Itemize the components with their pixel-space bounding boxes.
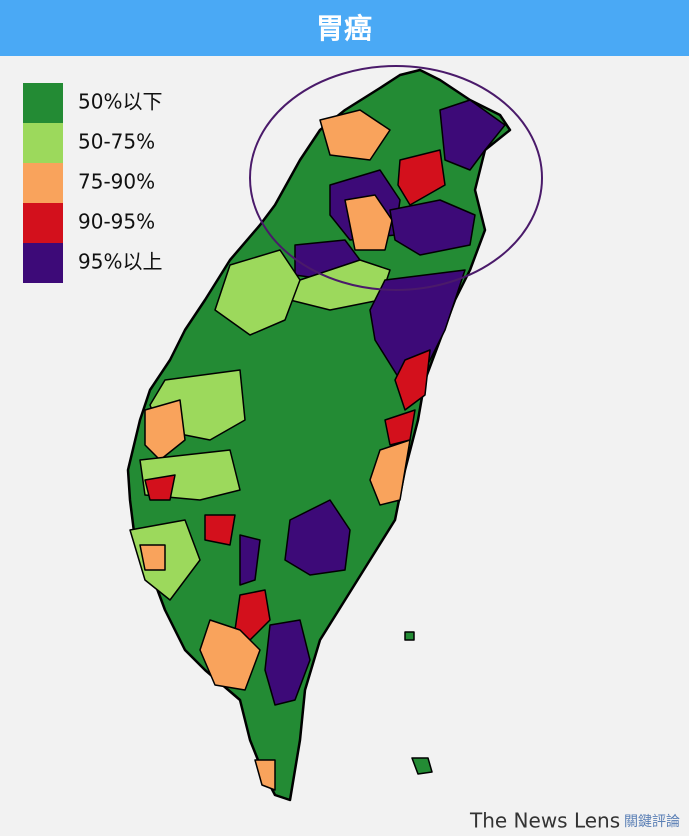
region bbox=[319, 109, 391, 161]
region bbox=[439, 99, 506, 171]
island-green bbox=[411, 757, 433, 775]
region bbox=[144, 399, 186, 461]
region bbox=[144, 474, 176, 501]
header-bar bbox=[0, 0, 689, 56]
island-green bbox=[404, 631, 415, 641]
region bbox=[234, 589, 271, 641]
region bbox=[344, 194, 393, 251]
region bbox=[369, 439, 411, 506]
legend: 50%以下 50-75% 75-90% 90-95% 95%以上 bbox=[23, 83, 162, 283]
region bbox=[394, 349, 431, 411]
region bbox=[284, 499, 351, 576]
legend-swatch bbox=[23, 83, 63, 123]
legend-swatch bbox=[23, 123, 63, 163]
region bbox=[397, 149, 446, 206]
legend-label: 50%以下 bbox=[78, 90, 162, 114]
highlight-ellipse bbox=[249, 65, 543, 291]
title: 胃癌 bbox=[316, 12, 372, 45]
region bbox=[199, 619, 261, 691]
legend-swatch bbox=[23, 163, 63, 203]
legend-label: 90-95% bbox=[78, 210, 155, 234]
region bbox=[254, 759, 276, 791]
legend-swatch bbox=[23, 243, 63, 283]
footer-brand-zh: 關鍵評論 bbox=[624, 814, 680, 830]
region bbox=[389, 199, 476, 256]
legend-label: 95%以上 bbox=[78, 250, 162, 274]
legend-label: 50-75% bbox=[78, 130, 155, 154]
region bbox=[204, 514, 236, 546]
region bbox=[214, 249, 301, 336]
region bbox=[239, 534, 261, 586]
region bbox=[264, 619, 311, 706]
legend-label: 75-90% bbox=[78, 170, 155, 194]
footer-brand: The News Lens bbox=[469, 809, 620, 833]
taiwan-map bbox=[126, 68, 512, 802]
legend-swatch bbox=[23, 203, 63, 243]
region bbox=[139, 544, 166, 571]
